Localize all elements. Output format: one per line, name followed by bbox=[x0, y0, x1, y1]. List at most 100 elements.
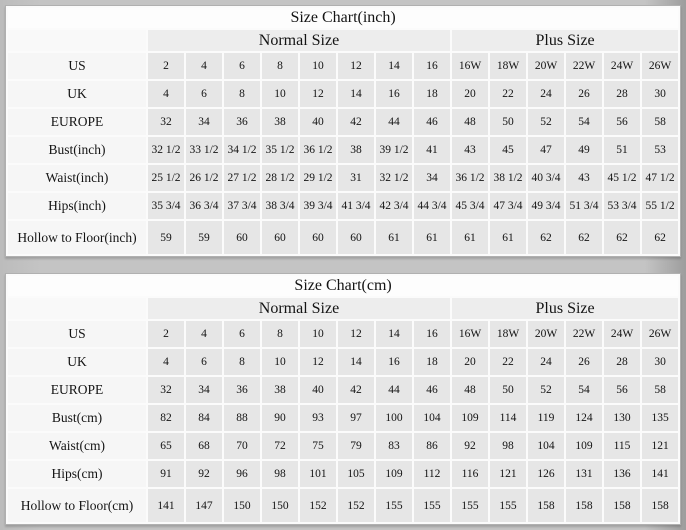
size-cell: 47 bbox=[528, 137, 564, 163]
size-cell: 22 bbox=[490, 81, 526, 107]
size-cell: 50 bbox=[490, 109, 526, 135]
row-label: Hips(cm) bbox=[8, 461, 146, 487]
table-row: Hips(cm) 91 92 96 98 101 105 109 112 116 121 126 131… bbox=[8, 461, 679, 487]
size-cell: 16 bbox=[376, 349, 412, 375]
size-cell: 112 bbox=[414, 461, 450, 487]
normal-size-header: Normal Size bbox=[148, 30, 450, 51]
size-cell: 96 bbox=[224, 461, 260, 487]
size-cell: 141 bbox=[148, 489, 184, 522]
size-cell: 56 bbox=[604, 377, 640, 403]
size-cell: 45 1/2 bbox=[604, 165, 640, 191]
size-cell: 53 bbox=[642, 137, 679, 163]
size-cell: 90 bbox=[262, 405, 298, 431]
row-label: EUROPE bbox=[8, 109, 146, 135]
size-cell: 105 bbox=[338, 461, 374, 487]
size-cell: 36 bbox=[224, 377, 260, 403]
size-cell: 83 bbox=[376, 433, 412, 459]
table-row: Bust(cm) 82 84 88 90 93 97 100 104 109 114 119 124 13… bbox=[8, 405, 679, 431]
size-cell: 38 1/2 bbox=[490, 165, 526, 191]
size-cell: 12 bbox=[300, 349, 336, 375]
size-cell: 26W bbox=[642, 53, 679, 79]
row-label: Hips(inch) bbox=[8, 193, 146, 219]
corner-cell bbox=[8, 30, 146, 51]
size-cell: 25 1/2 bbox=[148, 165, 184, 191]
size-cell: 60 bbox=[300, 221, 336, 254]
size-cell: 48 bbox=[452, 377, 488, 403]
size-cell: 49 bbox=[566, 137, 602, 163]
size-cell: 12 bbox=[338, 321, 374, 347]
size-cell: 121 bbox=[490, 461, 526, 487]
size-cell: 6 bbox=[186, 81, 222, 107]
size-cell: 124 bbox=[566, 405, 602, 431]
table-row: UK 4 6 8 10 12 14 16 18 20 22 24 26 28 30 bbox=[8, 349, 679, 375]
size-cell: 40 bbox=[300, 377, 336, 403]
size-cell: 47 1/2 bbox=[642, 165, 679, 191]
table-title: Size Chart(cm) bbox=[8, 276, 679, 296]
size-cell: 16 bbox=[414, 321, 450, 347]
size-chart-inch: Size Chart(inch) Normal Size Plus Size U… bbox=[5, 5, 682, 257]
size-cell: 100 bbox=[376, 405, 412, 431]
size-cell: 47 3/4 bbox=[490, 193, 526, 219]
size-cell: 60 bbox=[338, 221, 374, 254]
size-cell: 60 bbox=[224, 221, 260, 254]
size-cell: 155 bbox=[490, 489, 526, 522]
size-cell: 88 bbox=[224, 405, 260, 431]
row-label: Waist(inch) bbox=[8, 165, 146, 191]
row-label: EUROPE bbox=[8, 377, 146, 403]
size-cell: 34 1/2 bbox=[224, 137, 260, 163]
size-chart-cm-table: Size Chart(cm) Normal Size Plus Size US 2… bbox=[5, 273, 682, 525]
size-cell: 20W bbox=[528, 53, 564, 79]
size-cell: 6 bbox=[186, 349, 222, 375]
row-label: Bust(inch) bbox=[8, 137, 146, 163]
size-cell: 62 bbox=[566, 221, 602, 254]
size-cell: 20 bbox=[452, 81, 488, 107]
table-row: Hips(inch) 35 3/4 36 3/4 37 3/4 38 3/4 39 3/4… bbox=[8, 193, 679, 219]
size-cell: 152 bbox=[300, 489, 336, 522]
size-cell: 75 bbox=[300, 433, 336, 459]
size-cell: 22W bbox=[566, 53, 602, 79]
size-cell: 150 bbox=[262, 489, 298, 522]
size-chart-inch-table: Size Chart(inch) Normal Size Plus Size U… bbox=[5, 5, 682, 257]
size-cell: 36 1/2 bbox=[452, 165, 488, 191]
size-cell: 45 3/4 bbox=[452, 193, 488, 219]
size-cell: 14 bbox=[338, 349, 374, 375]
size-cell: 98 bbox=[262, 461, 298, 487]
size-cell: 61 bbox=[490, 221, 526, 254]
size-cell: 41 bbox=[414, 137, 450, 163]
size-cell: 18W bbox=[490, 321, 526, 347]
table-title: Size Chart(inch) bbox=[8, 8, 679, 28]
table-row: Hollow to Floor(inch) 59 59 60 60 60 60 61 61 61 6… bbox=[8, 221, 679, 254]
size-cell: 62 bbox=[604, 221, 640, 254]
size-cell: 141 bbox=[642, 461, 679, 487]
size-cell: 24W bbox=[604, 53, 640, 79]
size-cell: 104 bbox=[414, 405, 450, 431]
size-cell: 119 bbox=[528, 405, 564, 431]
row-label: Hollow to Floor(cm) bbox=[8, 489, 146, 522]
size-cell: 55 1/2 bbox=[642, 193, 679, 219]
row-label: UK bbox=[8, 81, 146, 107]
size-cell: 126 bbox=[528, 461, 564, 487]
size-cell: 28 bbox=[604, 349, 640, 375]
size-cell: 62 bbox=[528, 221, 564, 254]
size-cell: 10 bbox=[300, 53, 336, 79]
size-cell: 52 bbox=[528, 377, 564, 403]
size-group-header-row: Normal Size Plus Size bbox=[8, 30, 679, 51]
size-cell: 68 bbox=[186, 433, 222, 459]
size-cell: 24W bbox=[604, 321, 640, 347]
row-label: Hollow to Floor(inch) bbox=[8, 221, 146, 254]
size-cell: 40 bbox=[300, 109, 336, 135]
size-cell: 36 3/4 bbox=[186, 193, 222, 219]
size-cell: 4 bbox=[148, 349, 184, 375]
plus-size-header: Plus Size bbox=[452, 30, 679, 51]
size-cell: 22 bbox=[490, 349, 526, 375]
size-cell: 49 3/4 bbox=[528, 193, 564, 219]
size-cell: 98 bbox=[490, 433, 526, 459]
size-cell: 58 bbox=[642, 377, 679, 403]
plus-size-header: Plus Size bbox=[452, 298, 679, 319]
size-cell: 26 bbox=[566, 81, 602, 107]
size-cell: 42 bbox=[338, 109, 374, 135]
size-cell: 12 bbox=[300, 81, 336, 107]
size-cell: 152 bbox=[338, 489, 374, 522]
size-cell: 43 bbox=[566, 165, 602, 191]
row-label: Bust(cm) bbox=[8, 405, 146, 431]
